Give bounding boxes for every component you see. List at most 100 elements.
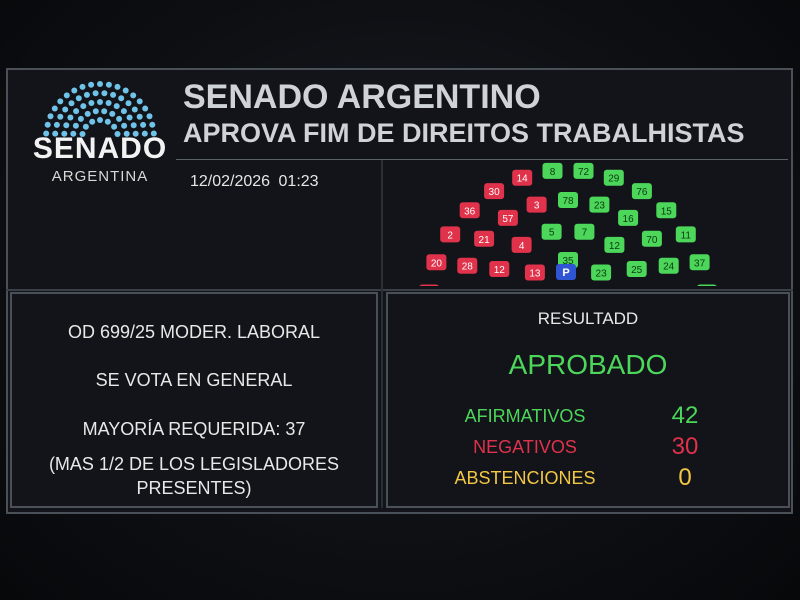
seat-label: 16 [623, 214, 635, 225]
logo-dot [104, 118, 111, 125]
logo-dot [130, 122, 137, 129]
logo-dot [89, 118, 96, 125]
seat-label: 78 [562, 196, 574, 207]
logo-dot [51, 105, 58, 112]
logo-dot [61, 130, 68, 137]
logo-subtitle: ARGENTINA [51, 168, 149, 185]
seat-label: 57 [502, 214, 514, 225]
seat-label: 72 [578, 167, 590, 178]
logo-dot [105, 81, 112, 88]
seat-label: 28 [462, 262, 474, 273]
logo-dot [140, 121, 147, 128]
seat-box [484, 183, 505, 200]
seat-negative: 20 [426, 254, 447, 271]
logo-dot [84, 110, 91, 117]
seat-label: 5 [549, 228, 555, 239]
logo-dot [110, 91, 117, 98]
logo-dot [77, 115, 84, 122]
seat-affirmative: 37 [689, 254, 710, 271]
result-label: RESULTADD [537, 309, 639, 328]
logo-dot [72, 122, 79, 129]
logo-dot [57, 98, 64, 105]
seat-label: 70 [646, 235, 658, 246]
logo-dot [63, 122, 70, 129]
seat-label: 7 [582, 228, 588, 239]
seat-affirmative: 72 [573, 162, 594, 179]
seat-box [641, 230, 662, 247]
president-label: P [562, 267, 569, 279]
logo-dot [114, 131, 121, 137]
negative-count: 30 [671, 433, 699, 460]
logo-dot [131, 106, 138, 113]
logo-dot [125, 100, 132, 107]
seat-box [457, 257, 478, 274]
seat-affirmative: 12 [604, 236, 625, 253]
logo-dot [136, 98, 143, 105]
seat-label: 76 [636, 187, 648, 198]
seat-box [497, 209, 518, 226]
result-status: APROBADO [508, 349, 668, 380]
seat-label: 23 [594, 201, 606, 212]
seat-affirmative: 8 [542, 162, 563, 179]
page-subtitle: APROVA FIM DE DIREITOS TRABALHISTAS [183, 118, 745, 148]
senado-logo-icon [43, 81, 157, 137]
seat-affirmative: 7 [574, 223, 595, 240]
logo-dot [136, 113, 143, 120]
seat-box [618, 209, 639, 226]
seat-label: 21 [479, 235, 491, 246]
seat-chart: 2022111202812221361345730143583578727232… [419, 162, 717, 286]
majority-note-line-2: PRESENTES) [136, 478, 252, 498]
seat-negative: 4 [511, 236, 532, 253]
logo-dot [142, 105, 149, 112]
logo-dot [68, 100, 75, 107]
affirmative-count: 42 [671, 402, 699, 429]
logo-word: SENADO [32, 132, 168, 165]
seat-affirmative: 15 [656, 202, 677, 219]
seat-box [603, 169, 624, 186]
seat-negative: 57 [497, 209, 518, 226]
seat-label: 25 [631, 265, 643, 276]
logo-dot [43, 130, 50, 137]
seat-box [489, 261, 510, 277]
logo-dot [114, 83, 121, 90]
seat-label: 8 [550, 167, 556, 178]
seat-box [656, 202, 677, 219]
logo-dot [44, 121, 51, 128]
logo-dot [121, 122, 128, 129]
logo-dot [88, 100, 95, 106]
seat-box [589, 196, 610, 213]
logo-dot [97, 117, 103, 123]
seat-box [626, 261, 647, 277]
seat-box [512, 169, 533, 186]
seat-affirmative: 29 [603, 169, 624, 186]
abstention-count: 0 [678, 464, 692, 491]
logo-dot [63, 92, 70, 99]
seat-label: 3 [534, 201, 540, 212]
seat-label: 29 [608, 174, 620, 185]
seat-negative: 3 [526, 196, 547, 213]
logo-dot [82, 123, 89, 130]
logo-dot [73, 108, 80, 115]
seat-affirmative: 11 [675, 226, 696, 243]
logo-dot [109, 110, 116, 117]
logo-dot [150, 130, 157, 137]
seat-affirmative: 5 [541, 223, 562, 240]
majority-note-line-1: (MAS 1/2 DE LOS LEGISLADORES [48, 454, 340, 474]
horizontal-divider [6, 289, 793, 291]
vote-datetime: 12/02/2026 01:23 [190, 173, 319, 190]
seat-box [511, 236, 532, 253]
logo-dot [92, 108, 99, 115]
logo-dot [62, 106, 69, 113]
vote-type: SE VOTA EN GENERAL [95, 370, 293, 390]
logo-dot [67, 114, 74, 121]
seat-label: 2 [447, 230, 453, 241]
logo-dot [118, 95, 125, 102]
logo-dot [88, 81, 95, 88]
logo-dot [149, 121, 156, 128]
seat-label: 37 [694, 258, 706, 269]
seat-box [524, 264, 545, 281]
seat-label: 12 [494, 265, 506, 276]
seat-label: 11 [681, 230, 692, 241]
seat-label: 12 [609, 241, 621, 252]
vertical-divider [381, 160, 383, 508]
